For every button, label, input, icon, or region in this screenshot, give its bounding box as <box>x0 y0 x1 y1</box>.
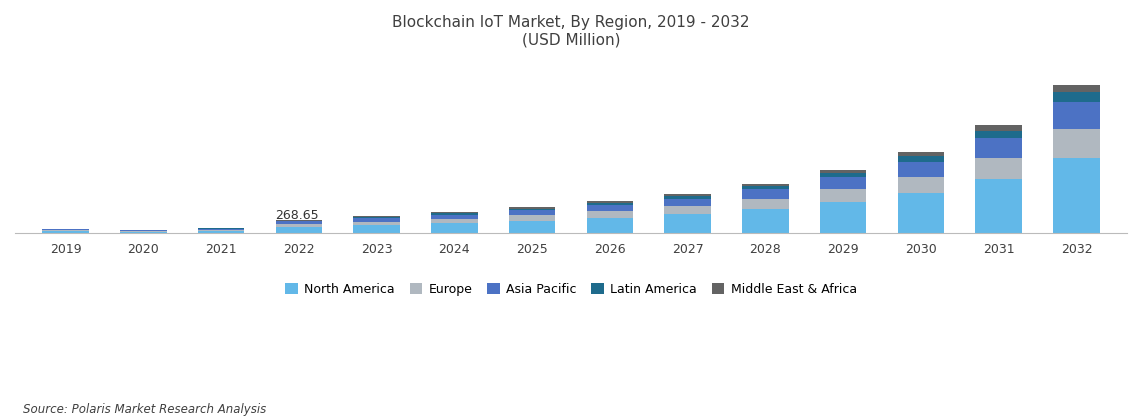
Bar <box>198 231 244 234</box>
Legend: North America, Europe, Asia Pacific, Latin America, Middle East & Africa: North America, Europe, Asia Pacific, Lat… <box>280 278 862 301</box>
Bar <box>665 215 711 234</box>
Bar <box>898 177 944 193</box>
Bar <box>275 227 322 234</box>
Bar <box>431 213 477 215</box>
Bar <box>587 211 633 218</box>
Bar <box>898 193 944 234</box>
Bar <box>198 230 244 231</box>
Bar <box>587 202 633 203</box>
Bar <box>198 229 244 230</box>
Bar <box>275 220 322 221</box>
Bar <box>353 225 400 234</box>
Bar <box>1053 129 1100 158</box>
Bar <box>509 207 555 209</box>
Text: 268.65: 268.65 <box>275 209 319 222</box>
Bar <box>742 184 789 186</box>
Bar <box>587 203 633 205</box>
Bar <box>509 221 555 234</box>
Bar <box>353 217 400 218</box>
Bar <box>898 162 944 177</box>
Bar <box>975 179 1022 234</box>
Bar <box>665 196 711 199</box>
Bar <box>665 199 711 207</box>
Bar <box>975 138 1022 158</box>
Bar <box>431 223 477 234</box>
Text: Source: Polaris Market Research Analysis: Source: Polaris Market Research Analysis <box>23 403 266 416</box>
Bar <box>120 232 167 234</box>
Bar <box>120 230 167 231</box>
Bar <box>742 209 789 234</box>
Bar <box>820 189 867 202</box>
Bar <box>665 194 711 196</box>
Bar <box>975 158 1022 179</box>
Bar <box>509 209 555 210</box>
Bar <box>820 177 867 189</box>
Bar <box>898 152 944 156</box>
Bar <box>587 205 633 211</box>
Bar <box>275 221 322 224</box>
Bar <box>1053 92 1100 102</box>
Bar <box>1053 102 1100 129</box>
Bar <box>353 222 400 225</box>
Bar <box>898 156 944 162</box>
Bar <box>431 219 477 223</box>
Bar <box>820 202 867 234</box>
Bar <box>742 189 789 199</box>
Bar <box>431 215 477 219</box>
Bar <box>665 207 711 215</box>
Bar <box>42 231 89 234</box>
Bar <box>975 131 1022 138</box>
Bar <box>742 186 789 189</box>
Bar <box>587 218 633 234</box>
Bar <box>509 210 555 215</box>
Bar <box>1053 85 1100 92</box>
Bar <box>1053 158 1100 234</box>
Bar <box>353 218 400 222</box>
Title: Blockchain IoT Market, By Region, 2019 - 2032
(USD Million): Blockchain IoT Market, By Region, 2019 -… <box>392 15 750 47</box>
Bar <box>275 224 322 227</box>
Bar <box>120 231 167 232</box>
Bar <box>509 215 555 221</box>
Bar <box>820 173 867 177</box>
Bar <box>353 216 400 217</box>
Bar <box>42 229 89 231</box>
Bar <box>975 125 1022 131</box>
Bar <box>742 199 789 209</box>
Bar <box>820 170 867 173</box>
